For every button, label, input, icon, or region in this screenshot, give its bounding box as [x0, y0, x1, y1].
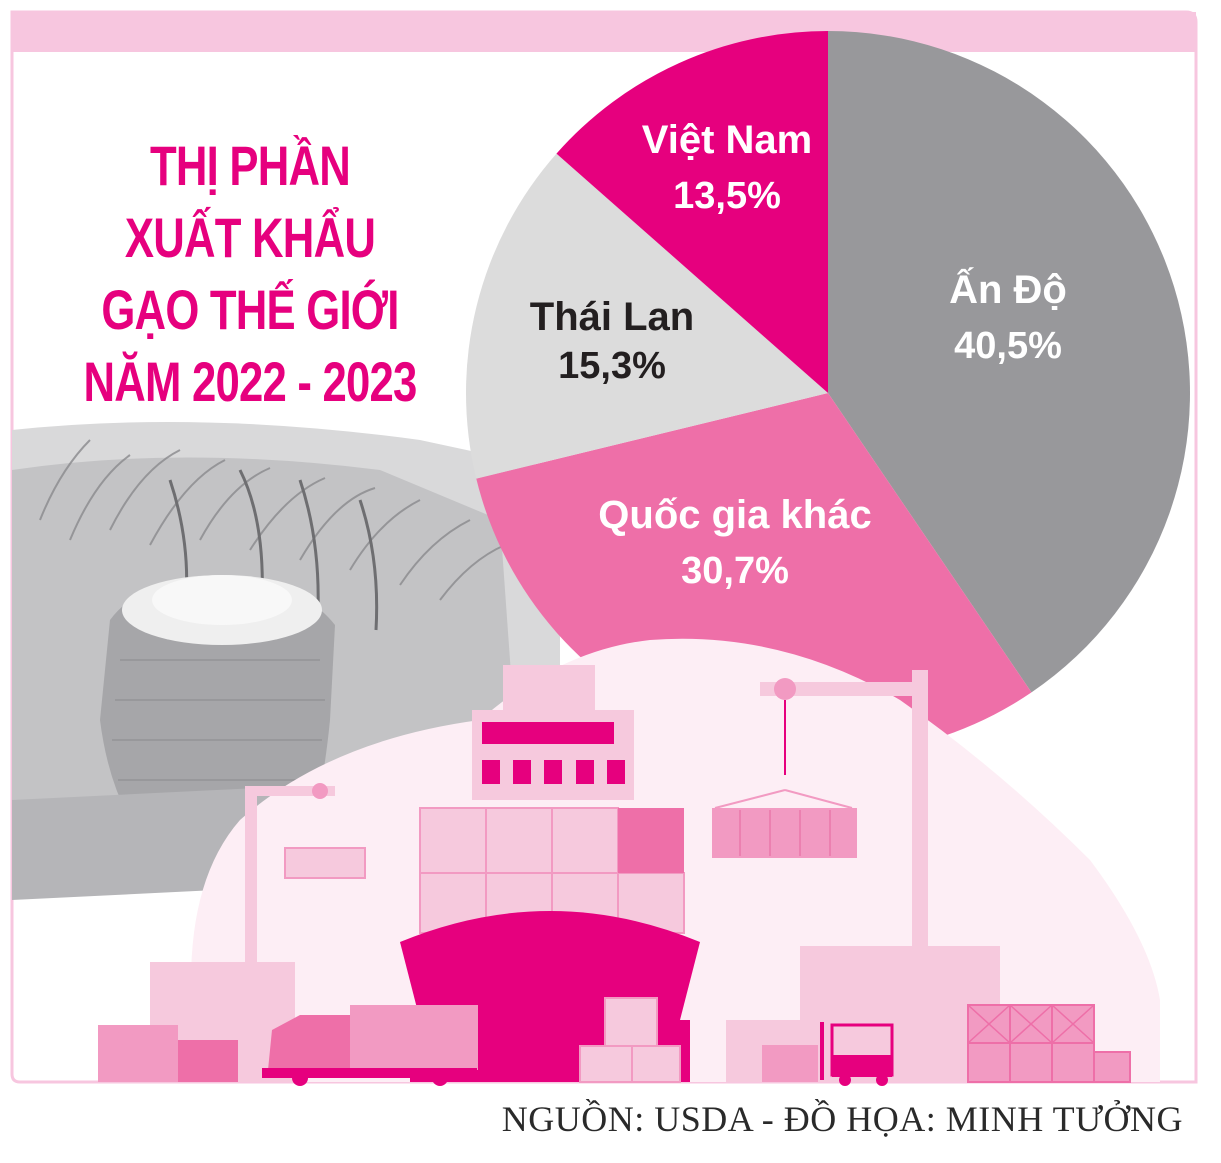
slice-label-vietnam: Việt Nam	[642, 118, 812, 162]
slice-label-india: Ấn Độ	[949, 266, 1067, 312]
title-line-4: NĂM 2022 - 2023	[83, 350, 417, 413]
source-credit: NGUỒN: USDA - ĐỒ HỌA: MINH TƯỞNG	[501, 1099, 1183, 1139]
left-crane-container	[284, 847, 366, 879]
pie-labels: Ấn Độ 40,5% Quốc gia khác 30,7% Thái Lan…	[530, 118, 1067, 592]
ship-hull	[400, 911, 700, 1020]
port-illustration	[98, 638, 1160, 1086]
ship-bridge-top	[503, 665, 595, 710]
right-crane	[912, 670, 928, 950]
truck	[350, 1005, 478, 1070]
slice-value-india: 40,5%	[954, 325, 1062, 367]
title-line-2: XUẤT KHẨU	[124, 206, 376, 269]
left-crane	[245, 788, 257, 963]
top-frame-band	[12, 12, 1196, 52]
slice-label-other: Quốc gia khác	[598, 493, 871, 537]
forklift-icon	[820, 1022, 894, 1086]
slice-value-thailand: 15,3%	[558, 345, 666, 387]
pie-chart	[466, 31, 1191, 756]
worker-icon	[117, 1029, 133, 1045]
hanging-container	[712, 808, 857, 858]
slice-label-thailand: Thái Lan	[530, 295, 694, 339]
pie-slice-thailand	[466, 153, 828, 479]
title-line-1: THỊ PHẦN	[149, 134, 351, 197]
slice-value-vietnam: 13,5%	[673, 175, 781, 217]
pie-slice-india	[828, 31, 1191, 693]
crane-hook-icon	[774, 678, 796, 700]
pie-slice-vietnam	[556, 31, 828, 393]
title-line-3: GẠO THẾ GIỚI	[101, 278, 399, 341]
slice-value-other: 30,7%	[681, 550, 789, 592]
